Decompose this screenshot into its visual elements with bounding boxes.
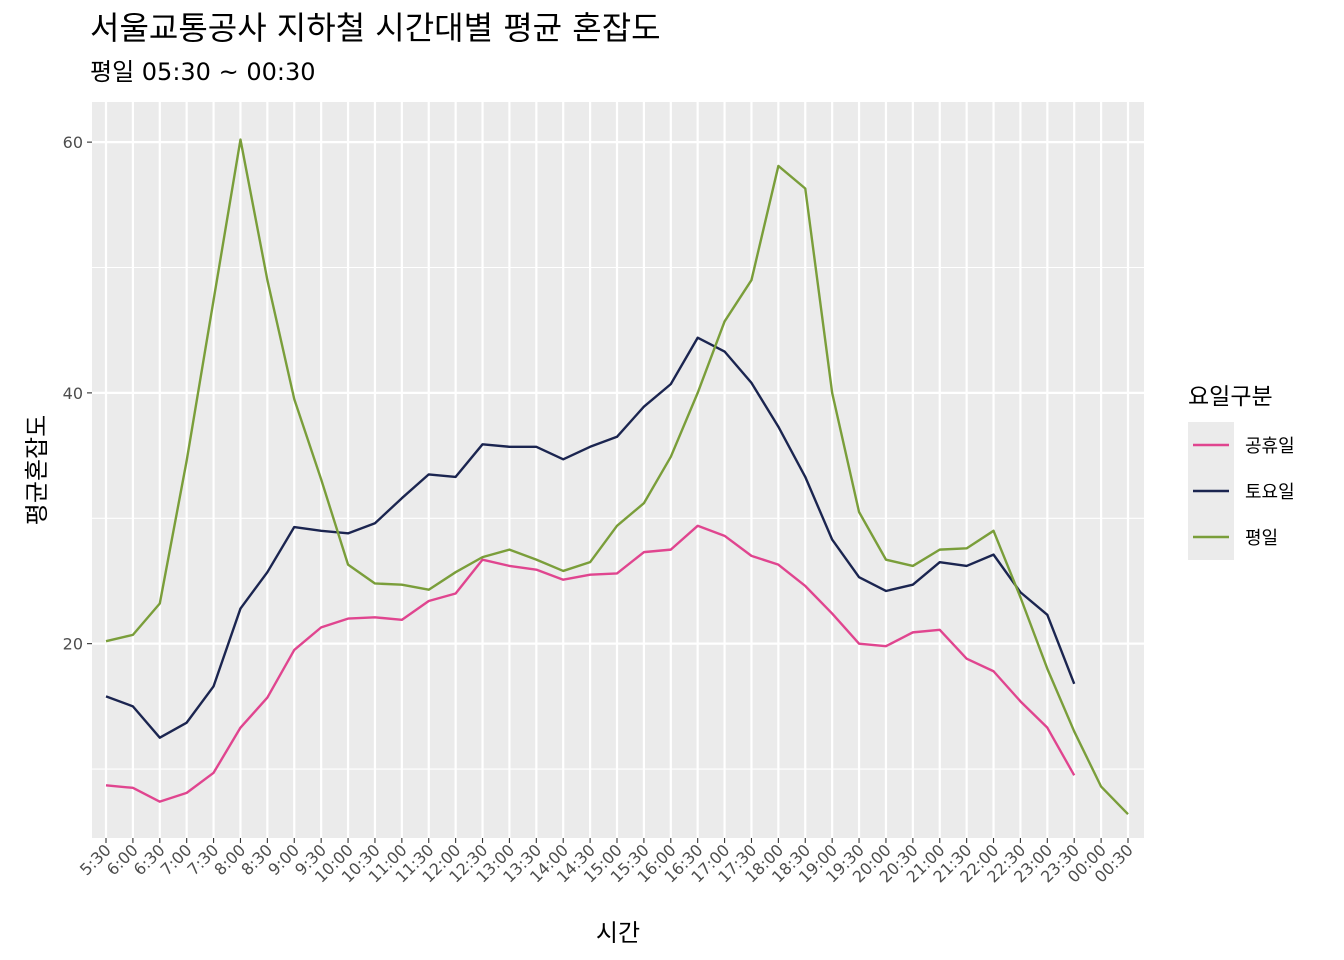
legend-label: 공휴일 xyxy=(1245,436,1295,457)
grid-lines xyxy=(92,102,1144,838)
y-tick-label: 60 xyxy=(63,133,83,152)
x-axis: 5:306:006:307:007:308:008:309:009:3010:0… xyxy=(76,838,1137,886)
x-axis-title: 시간 xyxy=(596,919,640,947)
series-line xyxy=(105,336,1076,739)
chart-subtitle: 평일 05:30 ~ 00:30 xyxy=(90,58,316,86)
series-lines xyxy=(105,138,1129,816)
y-axis-title: 평균혼잡도 xyxy=(23,415,51,525)
y-axis: 20 40 60 xyxy=(63,133,92,654)
y-tick-label: 20 xyxy=(63,635,83,654)
legend-label: 토요일 xyxy=(1245,482,1295,503)
chart-title: 서울교통공사 지하철 시간대별 평균 혼잡도 xyxy=(90,9,661,47)
legend-label: 평일 xyxy=(1245,528,1278,549)
series-line xyxy=(105,138,1129,816)
series-line xyxy=(105,524,1076,803)
y-tick-label: 40 xyxy=(63,384,83,403)
legend-title: 요일구분 xyxy=(1188,384,1273,410)
